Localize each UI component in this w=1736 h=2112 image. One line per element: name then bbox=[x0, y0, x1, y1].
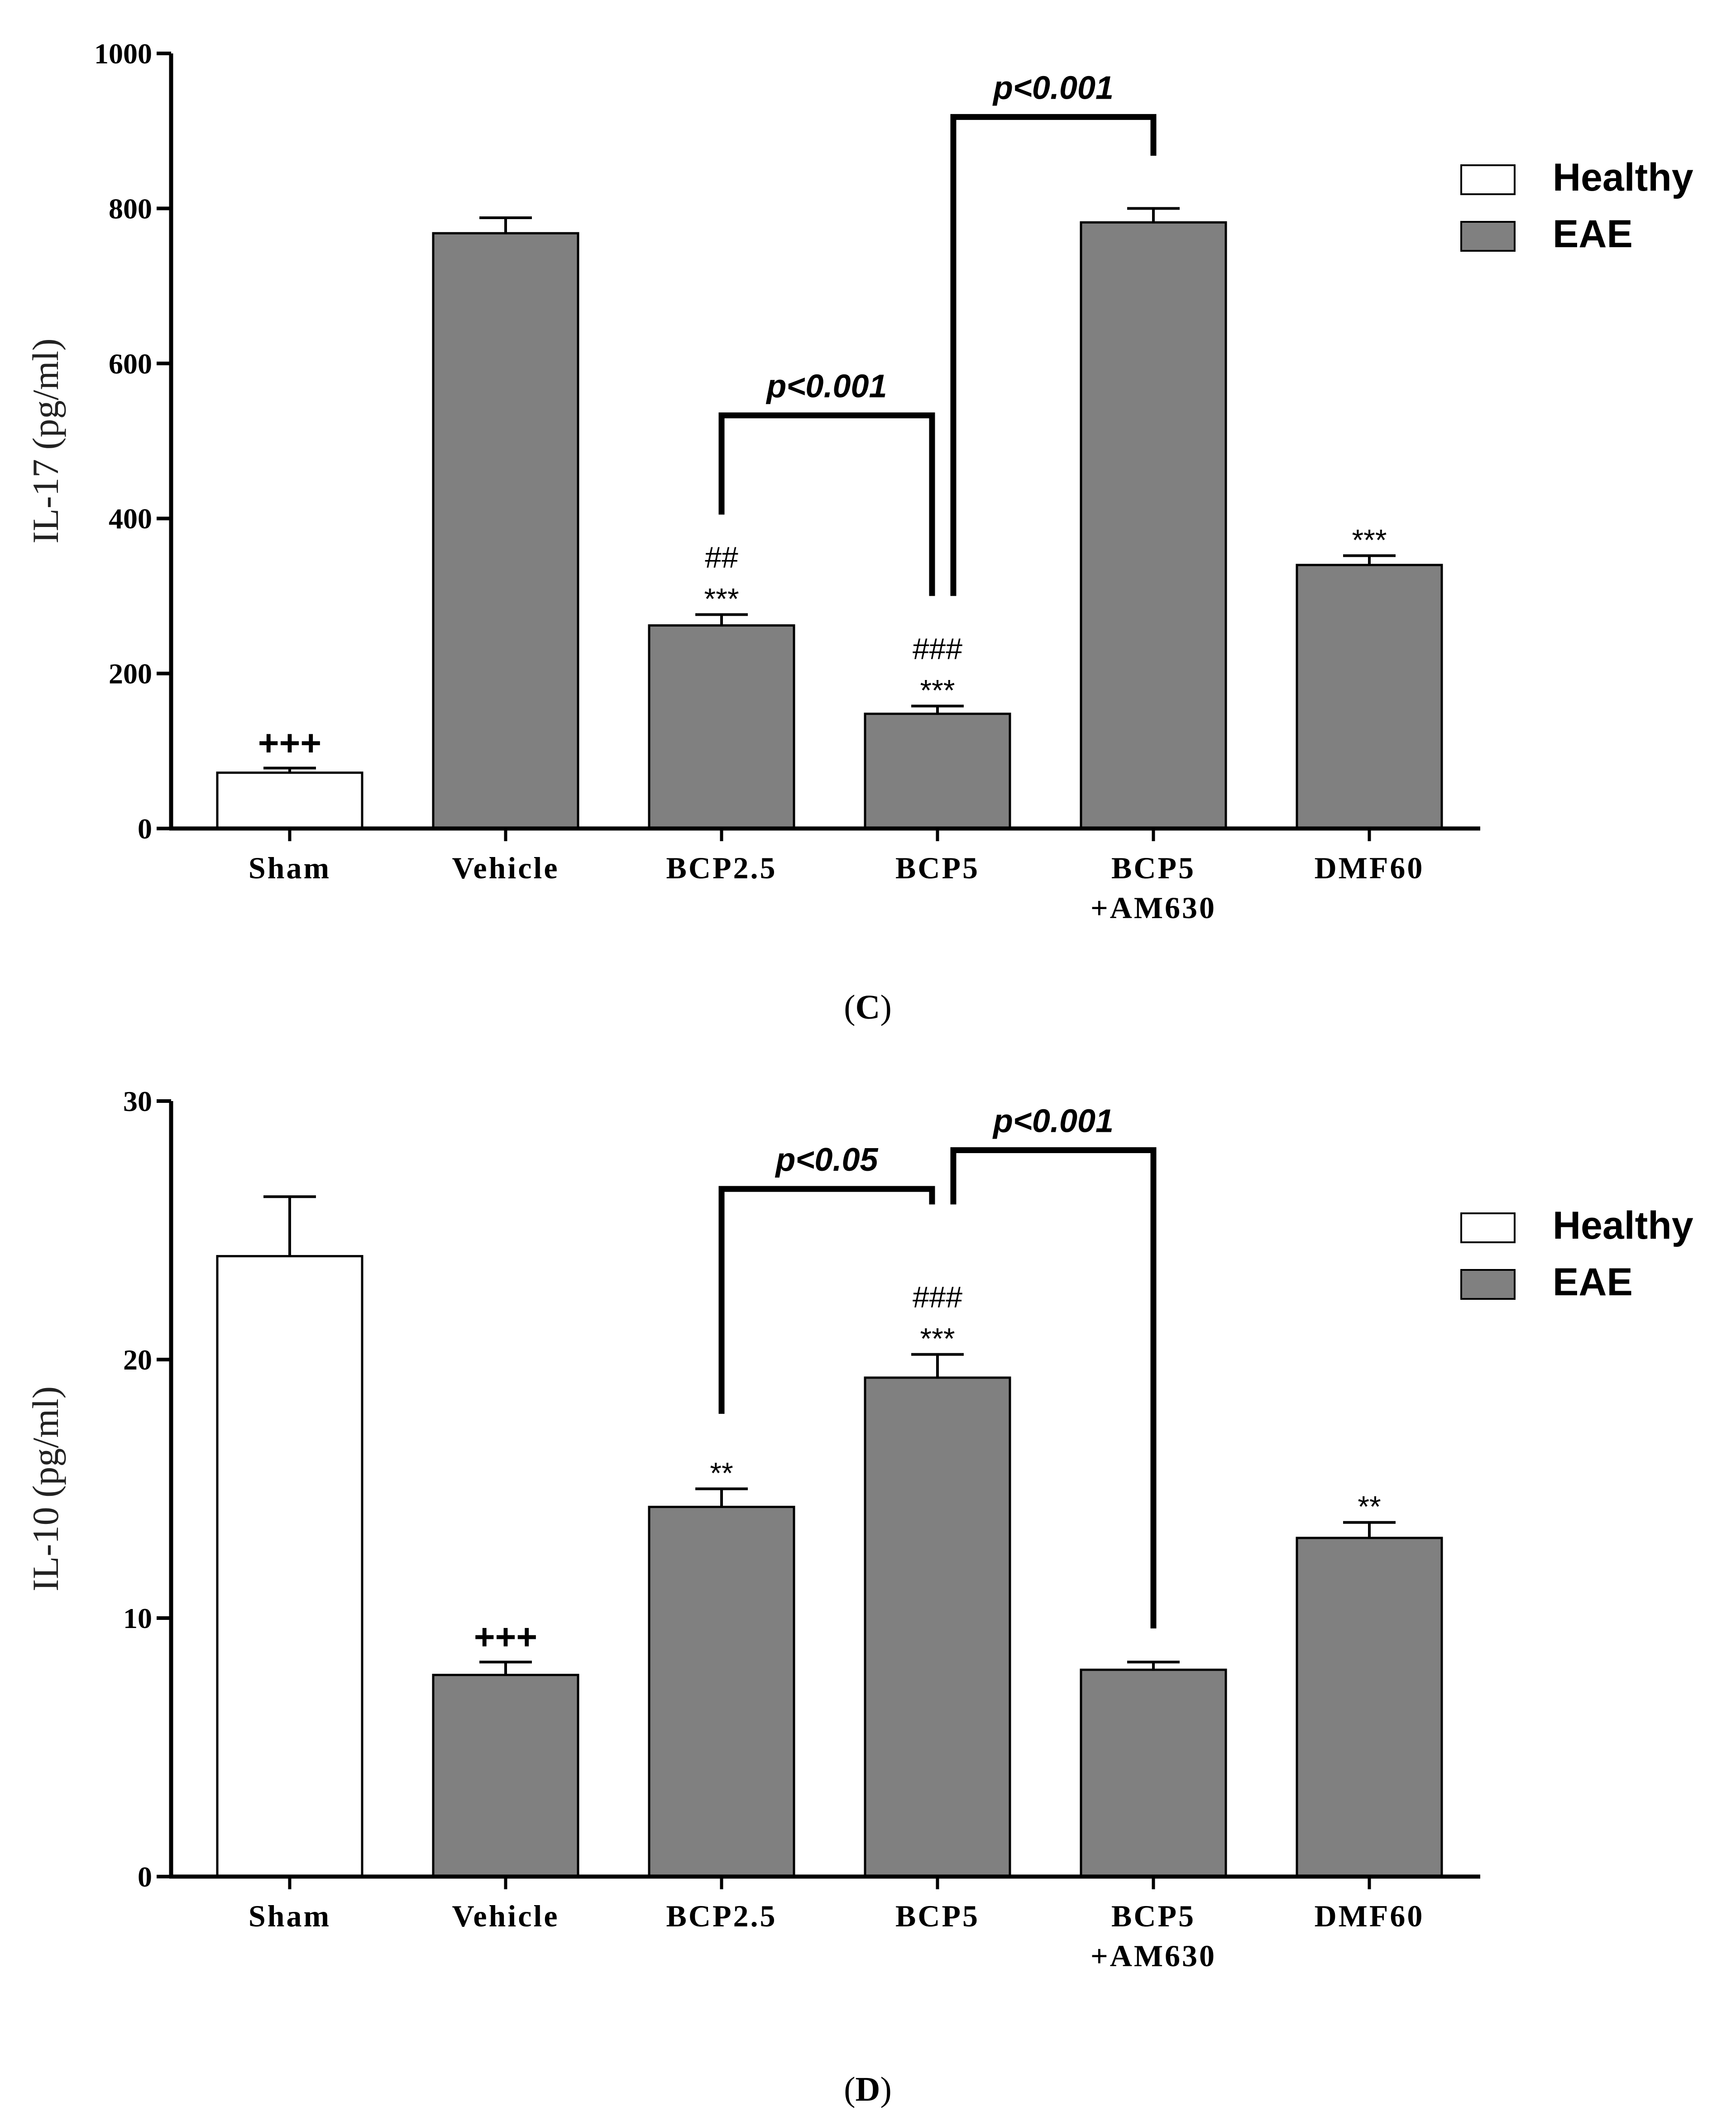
x-tick-label: Sham bbox=[249, 1899, 331, 1933]
panel-caption-open-paren: ( bbox=[844, 2070, 855, 2108]
x-tick-label: BCP5 bbox=[895, 851, 980, 885]
x-tick-label: +AM630 bbox=[1090, 1939, 1216, 1973]
bar bbox=[648, 1505, 795, 1878]
bar bbox=[1296, 564, 1443, 830]
panel-caption-close-paren: ) bbox=[880, 988, 891, 1026]
y-tick-label: 200 bbox=[109, 658, 152, 690]
panel-caption-close-paren: ) bbox=[880, 2070, 891, 2108]
legend-swatch-healthy bbox=[1460, 164, 1516, 195]
legend-swatch-eae bbox=[1460, 221, 1516, 252]
x-tick-label: DMF60 bbox=[1315, 1899, 1425, 1933]
significance-bracket bbox=[950, 1147, 1157, 1628]
bar bbox=[216, 1255, 363, 1878]
significance-hash-label: ### bbox=[913, 632, 962, 666]
legend-label-healthy: Healthy bbox=[1553, 156, 1693, 199]
bar bbox=[648, 624, 795, 830]
x-tick-label: BCP5 bbox=[1111, 851, 1196, 885]
legend-label-eae: EAE bbox=[1553, 212, 1633, 256]
bracket-p-value-label: p<0.001 bbox=[765, 369, 887, 405]
y-tick-label: 800 bbox=[109, 192, 152, 225]
significance-star-label: *** bbox=[1352, 523, 1387, 556]
bar bbox=[1296, 1537, 1443, 1878]
bar bbox=[216, 771, 363, 830]
bar bbox=[864, 1376, 1011, 1878]
x-tick-label: +AM630 bbox=[1090, 891, 1216, 925]
panel-caption: (C) bbox=[844, 988, 892, 1026]
significance-bracket bbox=[718, 412, 935, 596]
legend: Healthy EAE bbox=[1460, 1204, 1693, 1304]
bar bbox=[1080, 221, 1227, 830]
y-tick-label: 10 bbox=[123, 1602, 152, 1634]
significance-star-label: *** bbox=[920, 674, 955, 707]
y-axis-title: IL-10 (pg/ml) bbox=[25, 1386, 66, 1591]
chart-panel-d: 0 10 20 30 IL-10 (pg/ml) Sham +++ Vehicle ** BCP2… bbox=[25, 1085, 1693, 2108]
significance-hash-label: ## bbox=[705, 540, 738, 574]
significance-hash-label: ### bbox=[913, 1280, 962, 1314]
x-tick-label: Sham bbox=[249, 851, 331, 885]
x-tick-label: BCP2.5 bbox=[666, 851, 777, 885]
significance-plus-label: +++ bbox=[474, 1617, 537, 1657]
legend-label-eae: EAE bbox=[1553, 1260, 1633, 1304]
panel-caption-letter: D bbox=[856, 2070, 880, 2108]
y-tick-label: 30 bbox=[123, 1085, 152, 1117]
bar bbox=[432, 232, 579, 830]
y-tick-label: 0 bbox=[138, 813, 152, 845]
bar bbox=[1080, 1668, 1227, 1878]
bracket-p-value-label: p<0.001 bbox=[992, 1103, 1114, 1139]
x-tick-label: Vehicle bbox=[452, 1899, 559, 1933]
legend-swatch-healthy bbox=[1460, 1212, 1516, 1243]
legend-swatch-eae bbox=[1460, 1269, 1516, 1300]
legend: Healthy EAE bbox=[1460, 156, 1693, 256]
significance-plus-label: +++ bbox=[258, 723, 321, 763]
x-tick-label: BCP2.5 bbox=[666, 1899, 777, 1933]
significance-star-label: ** bbox=[710, 1456, 733, 1490]
panel-caption: (D) bbox=[844, 2070, 892, 2108]
chart-panel-c: 0 200 400 600 800 1000 IL-17 (pg/ml) +++ Sham Veh… bbox=[25, 38, 1693, 1026]
y-tick-label: 0 bbox=[138, 1861, 152, 1893]
x-tick-label: BCP5 bbox=[1111, 1899, 1196, 1933]
significance-star-label: *** bbox=[704, 582, 739, 615]
y-tick-label: 400 bbox=[109, 503, 152, 535]
significance-star-label: *** bbox=[920, 1322, 955, 1355]
panel-caption-letter: C bbox=[856, 988, 880, 1026]
legend-label-healthy: Healthy bbox=[1553, 1204, 1693, 1247]
y-tick-label: 20 bbox=[123, 1344, 152, 1376]
significance-bracket bbox=[950, 114, 1157, 596]
significance-bracket bbox=[718, 1186, 935, 1414]
panel-caption-open-paren: ( bbox=[844, 988, 855, 1026]
x-tick-label: Vehicle bbox=[452, 851, 559, 885]
y-tick-label: 600 bbox=[109, 348, 152, 380]
bracket-p-value-label: p<0.05 bbox=[775, 1142, 878, 1178]
x-tick-label: DMF60 bbox=[1315, 851, 1425, 885]
bracket-p-value-label: p<0.001 bbox=[992, 70, 1114, 106]
bar bbox=[864, 713, 1011, 830]
significance-star-label: ** bbox=[1358, 1490, 1381, 1523]
y-axis-title: IL-17 (pg/ml) bbox=[25, 338, 66, 543]
y-tick-label: 1000 bbox=[94, 38, 152, 70]
bar bbox=[432, 1674, 579, 1878]
x-tick-label: BCP5 bbox=[895, 1899, 980, 1933]
